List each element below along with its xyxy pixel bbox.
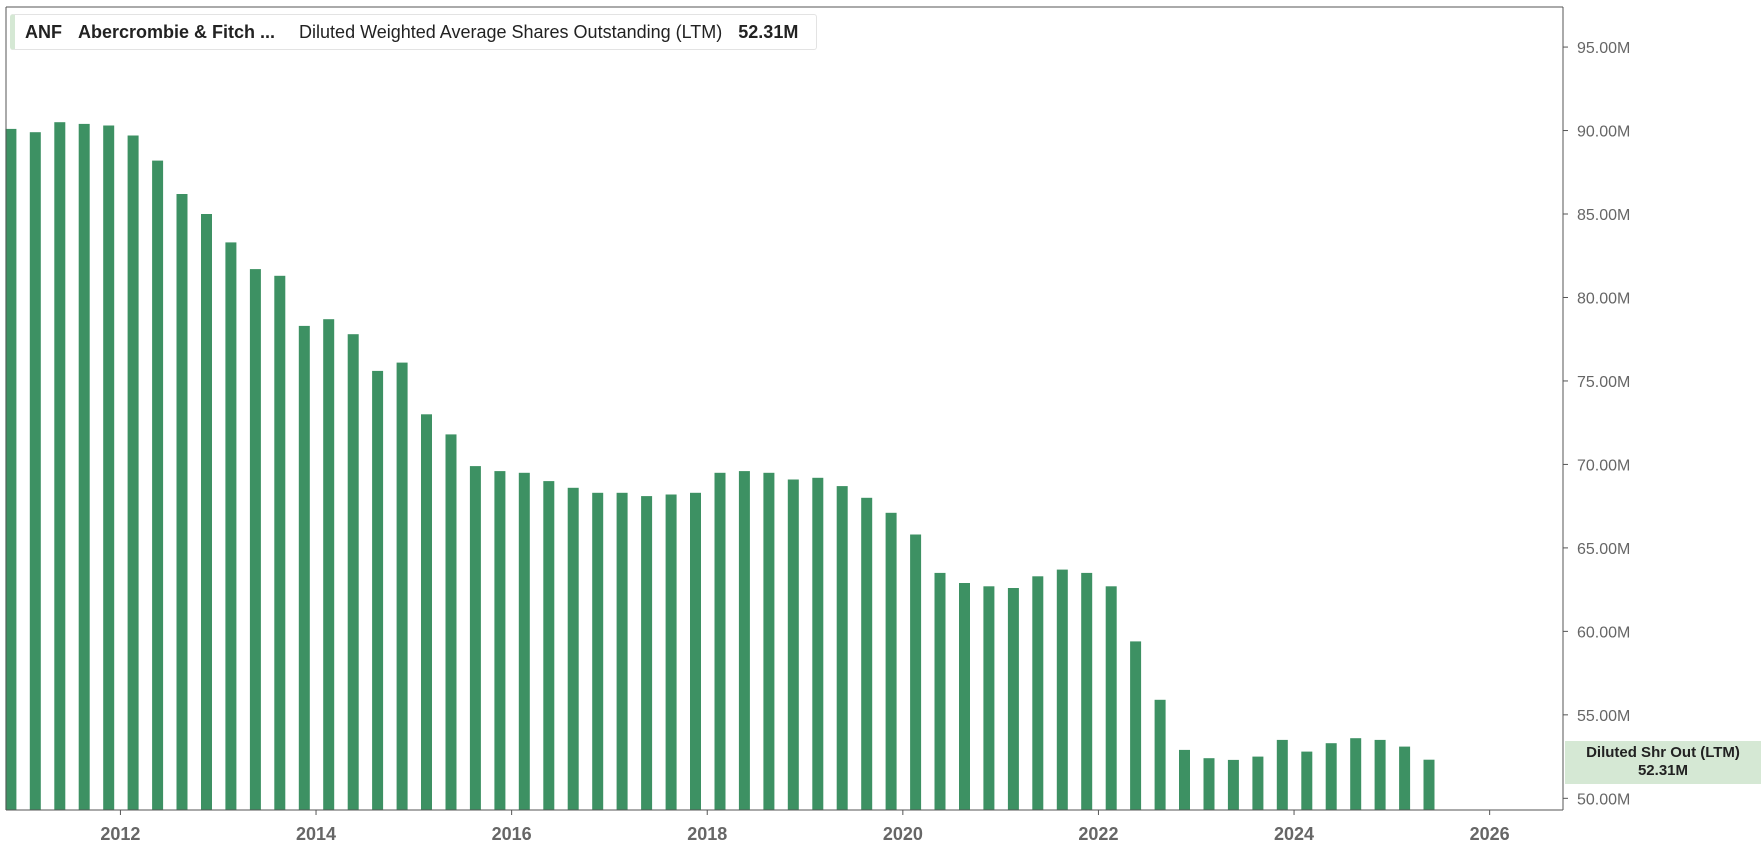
bar xyxy=(1325,743,1337,810)
x-tick-label: 2014 xyxy=(296,824,336,844)
legend-company: Abercrombie & Fitch ... xyxy=(78,21,276,42)
bar xyxy=(1301,751,1313,810)
bar xyxy=(910,534,922,810)
bar xyxy=(836,486,848,810)
y-axis-ticks: 95.00M 90.00M 85.00M 80.00M 75.00M 70.00M 65.0… xyxy=(1563,40,1630,808)
bar xyxy=(1007,588,1019,810)
bar xyxy=(1056,569,1068,810)
bar xyxy=(959,583,970,810)
y-tick-label: 90.00M xyxy=(1577,124,1630,141)
bar xyxy=(298,325,310,810)
bar xyxy=(103,125,115,810)
y-tick-label: 75.00M xyxy=(1577,374,1630,391)
bar xyxy=(421,414,432,810)
bar xyxy=(1350,738,1362,810)
x-tick-label: 2018 xyxy=(687,824,727,844)
chart-legend: ANF Abercrombie & Fitch ... Diluted Weig… xyxy=(10,14,818,50)
bar xyxy=(1203,758,1215,810)
bar xyxy=(1423,759,1435,810)
y-tick-label: 65.00M xyxy=(1577,541,1630,558)
bar xyxy=(812,477,824,810)
x-tick-label: 2024 xyxy=(1274,824,1314,844)
bar xyxy=(127,135,139,810)
bar xyxy=(763,472,775,810)
bar xyxy=(567,487,579,810)
bar xyxy=(54,122,66,810)
x-tick-label: 2012 xyxy=(100,824,140,844)
legend-ticker: ANF xyxy=(25,21,62,42)
bar xyxy=(396,362,408,810)
y-tick-label: 95.00M xyxy=(1577,40,1630,57)
bar xyxy=(1105,586,1117,810)
x-tick-label: 2020 xyxy=(883,824,923,844)
x-tick-label: 2026 xyxy=(1470,824,1510,844)
bar xyxy=(249,269,261,811)
chart-bars xyxy=(5,122,1435,811)
bar xyxy=(690,492,701,810)
bar xyxy=(347,334,359,810)
bar xyxy=(201,214,212,810)
bar xyxy=(1227,759,1239,810)
bar xyxy=(1081,572,1093,810)
legend-metric: Diluted Weighted Average Shares Outstand… xyxy=(299,21,723,42)
bar xyxy=(641,496,653,810)
x-tick-label: 2022 xyxy=(1078,824,1118,844)
bar xyxy=(1154,699,1166,810)
y-tick-label: 60.00M xyxy=(1577,624,1630,641)
y-tick-label: 85.00M xyxy=(1577,207,1630,224)
bar xyxy=(469,466,481,810)
y-tick-label: 70.00M xyxy=(1577,457,1630,474)
bar xyxy=(861,497,873,810)
bar xyxy=(225,242,237,810)
bar xyxy=(1130,641,1142,810)
bar xyxy=(714,472,726,810)
x-tick-label: 2016 xyxy=(492,824,532,844)
bar xyxy=(1032,576,1044,810)
bar xyxy=(1399,746,1411,810)
bar xyxy=(152,160,164,811)
badge-value: 52.31M xyxy=(1637,762,1689,779)
y-tick-label: 80.00M xyxy=(1577,290,1630,307)
bar xyxy=(1179,749,1190,810)
bar xyxy=(1276,739,1288,810)
bar xyxy=(518,472,530,810)
bar xyxy=(616,492,628,810)
bar xyxy=(323,319,335,810)
bar xyxy=(983,586,995,810)
bar xyxy=(1252,756,1264,810)
bar xyxy=(738,471,750,810)
y-tick-label: 55.00M xyxy=(1577,708,1630,725)
bar xyxy=(372,370,384,810)
bar xyxy=(29,132,41,810)
bar xyxy=(787,479,799,810)
bar xyxy=(885,512,897,810)
bar xyxy=(176,194,188,810)
bar xyxy=(274,275,286,810)
bar xyxy=(1374,739,1386,810)
bar xyxy=(934,572,946,810)
bar xyxy=(665,494,677,810)
bar xyxy=(78,123,90,810)
bar xyxy=(494,471,506,810)
last-value-badge: Diluted Shr Out (LTM) 52.31M xyxy=(1565,741,1761,784)
bar xyxy=(592,492,604,810)
y-tick-label: 50.00M xyxy=(1577,791,1630,808)
legend-value: 52.31M xyxy=(738,21,799,42)
badge-label: Diluted Shr Out (LTM) xyxy=(1586,744,1740,761)
x-axis-ticks: 2012 2014 2016 2018 2020 2022 2024 2026 xyxy=(100,810,1510,844)
bar xyxy=(543,481,555,810)
bar xyxy=(445,434,457,810)
bar xyxy=(5,128,17,810)
